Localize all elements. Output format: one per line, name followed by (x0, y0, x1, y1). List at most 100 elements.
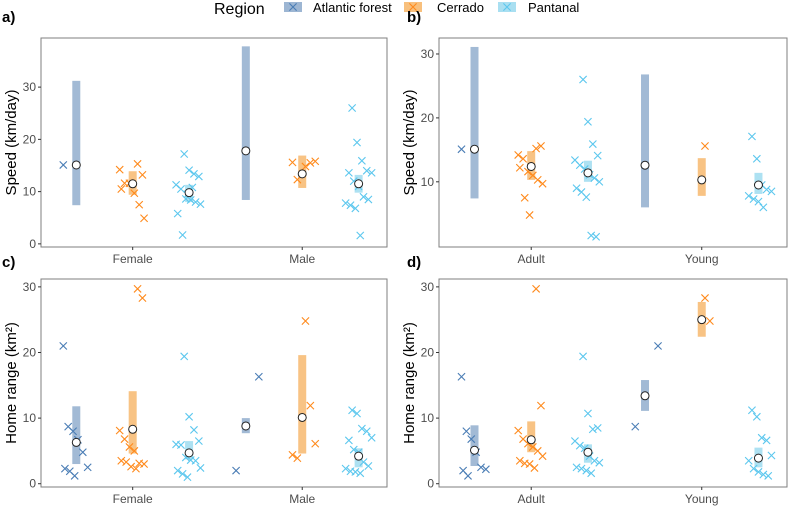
data-point (767, 187, 776, 196)
mean-point (469, 445, 479, 455)
data-point (131, 464, 140, 473)
data-point (364, 462, 373, 470)
data-point (587, 469, 596, 478)
data-point (359, 192, 368, 201)
group-adult-0 (457, 46, 479, 199)
data-point (572, 184, 581, 193)
data-point (514, 426, 523, 435)
y-tick-label: 0 (29, 477, 36, 491)
data-point (654, 341, 663, 350)
data-point (183, 473, 192, 482)
data-point (353, 138, 361, 147)
data-point (593, 151, 602, 160)
data-point (301, 317, 310, 325)
data-point (515, 163, 524, 172)
data-point (747, 132, 756, 141)
data-point (747, 406, 756, 415)
data-point (348, 104, 357, 113)
group-adult-2 (570, 75, 604, 241)
x-tick-label: Female (113, 492, 153, 506)
data-point (189, 169, 198, 178)
mean-point (71, 160, 81, 170)
group-adult-2 (570, 352, 604, 478)
data-point (115, 426, 124, 435)
data-point (532, 144, 541, 153)
legend-label: Pantanal (528, 0, 579, 15)
mean-point (697, 315, 707, 325)
data-point (140, 214, 149, 223)
data-point (538, 452, 547, 461)
data-point (536, 401, 545, 410)
data-point (194, 172, 203, 181)
data-point (588, 140, 597, 149)
data-point (590, 456, 599, 465)
mean-point (184, 448, 194, 458)
range-bar (128, 391, 137, 454)
data-point (306, 158, 315, 167)
data-point (462, 427, 471, 436)
data-point (590, 173, 599, 182)
data-point (752, 412, 761, 421)
data-point (744, 456, 753, 465)
y-axis-title: Home range (km²) (3, 322, 20, 444)
data-point (764, 471, 773, 480)
data-point (525, 460, 534, 469)
group-female-0 (59, 80, 81, 206)
data-point (178, 469, 187, 478)
data-point (341, 464, 350, 473)
plot-area (438, 278, 788, 488)
data-point (514, 150, 523, 159)
data-point (481, 465, 490, 474)
group-young-2 (744, 132, 776, 212)
panel-label: a) (2, 9, 15, 26)
data-point (196, 463, 205, 472)
data-point (83, 463, 92, 472)
data-point (762, 185, 771, 194)
data-point (595, 177, 604, 186)
data-point (528, 442, 537, 451)
data-point (306, 401, 315, 410)
group-male-2 (341, 406, 376, 478)
group-male-2 (341, 104, 376, 240)
y-tick-label: 30 (421, 47, 435, 61)
mean-point (697, 175, 707, 185)
data-point (191, 456, 200, 465)
data-point (538, 179, 547, 188)
y-axis-title: Speed (km/day) (3, 90, 20, 196)
data-point (592, 232, 601, 241)
data-point (130, 189, 139, 198)
plot-area (40, 37, 388, 248)
data-point (173, 209, 182, 218)
data-point (138, 294, 147, 303)
data-point (70, 471, 79, 480)
y-tick-label: 0 (427, 477, 434, 491)
data-point (351, 467, 360, 476)
legend-cross-icon (503, 3, 511, 11)
data-point (69, 427, 78, 436)
group-young-1 (697, 142, 709, 196)
data-point (349, 445, 358, 454)
y-tick-label: 20 (421, 111, 435, 125)
y-tick-label: 30 (421, 280, 435, 294)
data-point (583, 409, 592, 418)
data-point (357, 156, 366, 165)
group-adult-1 (514, 284, 547, 472)
data-point (125, 442, 134, 451)
mean-point (640, 160, 650, 170)
data-point (582, 466, 591, 475)
data-point (744, 191, 753, 200)
data-point (348, 406, 357, 415)
data-point (362, 427, 371, 436)
mean-point (354, 179, 364, 189)
group-male-1 (288, 317, 320, 463)
data-point (178, 230, 187, 239)
data-point (577, 464, 586, 473)
legend: Region Atlantic forest Cerrado Pantanal (214, 0, 579, 18)
data-point (588, 425, 597, 434)
data-point (579, 352, 588, 361)
y-tick-label: 10 (421, 411, 435, 425)
data-point (78, 448, 87, 457)
panel-b: b) 10 20 30 Adult Young Speed (km/day) (401, 9, 788, 266)
data-point (533, 175, 542, 184)
data-point (701, 142, 709, 151)
